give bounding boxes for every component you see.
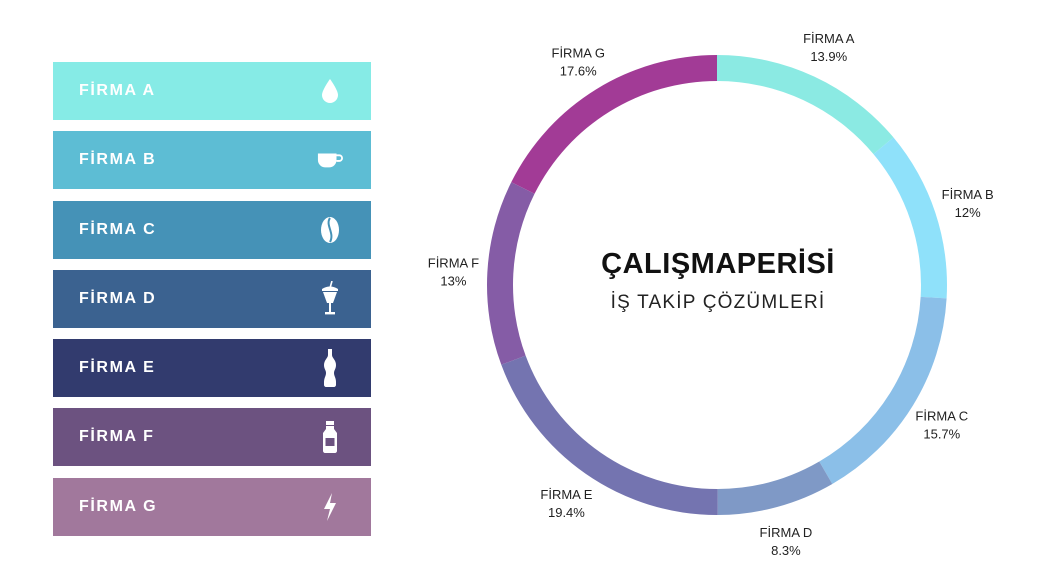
chart-center-title: ÇALIŞMAPERİSİ xyxy=(601,248,835,280)
donut-slice-d[interactable] xyxy=(717,461,833,515)
slice-name-label: FİRMA D xyxy=(760,525,813,540)
legend-item-d[interactable]: FİRMA D xyxy=(53,269,371,328)
legend-label: FİRMA G xyxy=(79,497,158,515)
slice-name-label: FİRMA A xyxy=(803,31,855,46)
slice-name-label: FİRMA E xyxy=(540,487,592,502)
lightning-icon xyxy=(317,487,343,527)
legend-label: FİRMA F xyxy=(79,428,155,446)
slice-value-label: 12% xyxy=(955,205,981,220)
legend-label: FİRMA A xyxy=(79,82,156,99)
donut-slice-c[interactable] xyxy=(819,296,947,485)
donut-slice-g[interactable] xyxy=(511,54,717,194)
coffee-bean-icon xyxy=(317,210,343,250)
slice-name-label: FİRMA F xyxy=(428,255,479,270)
legend-item-f[interactable]: FİRMA F xyxy=(53,408,371,467)
legend-label: FİRMA B xyxy=(79,151,157,169)
legend-label: FİRMA D xyxy=(79,289,157,307)
chart-center-subtitle: İŞ TAKİP ÇÖZÜMLERİ xyxy=(610,292,826,313)
coffee-cup-icon xyxy=(317,140,343,180)
milk-bottle-icon xyxy=(317,417,343,457)
legend-item-e[interactable]: FİRMA E xyxy=(53,339,371,398)
slice-value-label: 19.4% xyxy=(548,505,585,520)
water-drop-icon xyxy=(317,71,343,111)
legend-item-c[interactable]: FİRMA C xyxy=(53,200,371,259)
slice-name-label: FİRMA B xyxy=(942,187,994,202)
milkshake-icon xyxy=(317,279,343,319)
soda-bottle-icon xyxy=(317,348,343,388)
slice-value-label: 15.7% xyxy=(923,426,960,441)
slice-value-label: 13% xyxy=(440,273,466,288)
legend-item-g[interactable]: FİRMA G xyxy=(53,477,371,536)
slice-name-label: FİRMA G xyxy=(552,45,605,60)
legend-item-a[interactable]: FİRMA A xyxy=(53,62,371,120)
donut-slice-a[interactable] xyxy=(717,55,894,155)
slice-value-label: 17.6% xyxy=(560,63,597,78)
slice-value-label: 8.3% xyxy=(771,543,801,558)
legend-label: FİRMA C xyxy=(79,220,157,238)
legend-label: FİRMA E xyxy=(79,359,156,377)
slice-name-label: FİRMA C xyxy=(915,408,968,423)
donut-slice-b[interactable] xyxy=(873,137,948,299)
donut-slice-e[interactable] xyxy=(501,355,718,515)
legend-item-b[interactable]: FİRMA B xyxy=(53,131,371,190)
donut-slice-f[interactable] xyxy=(486,182,535,365)
slice-value-label: 13.9% xyxy=(810,49,847,64)
legend: FİRMA A FİRMA B FİRMA C FİRMA D FİRMA E FİRMA… xyxy=(53,62,371,547)
